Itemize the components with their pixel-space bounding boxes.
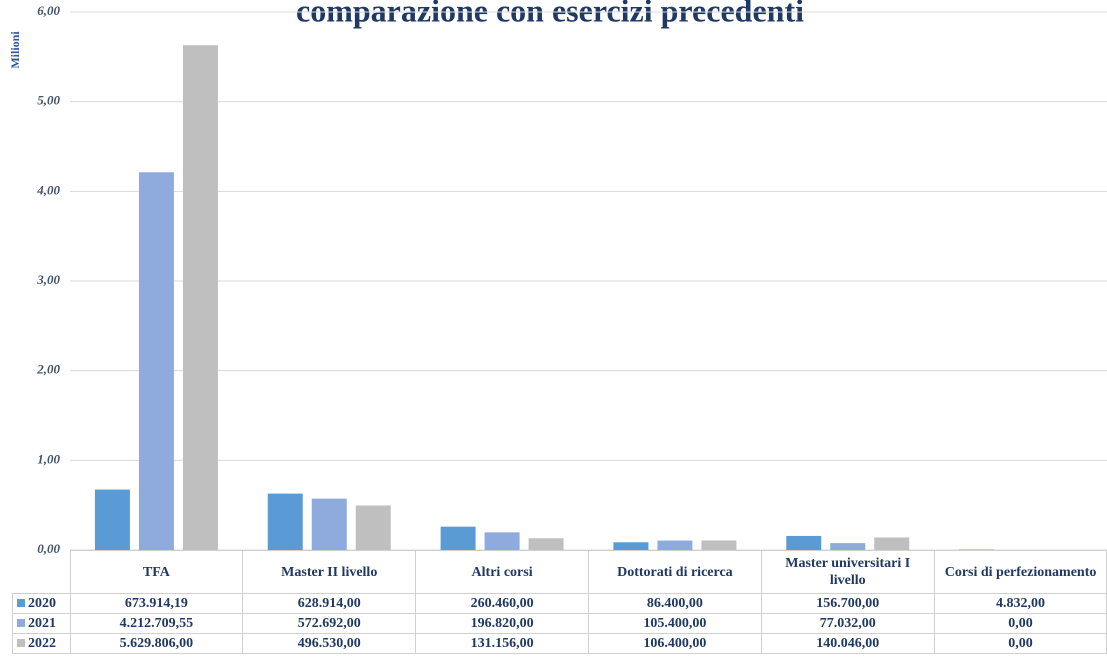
- bar: [830, 543, 866, 550]
- bar: [311, 498, 347, 550]
- bar: [138, 172, 174, 550]
- y-tick-label: 6,00: [37, 3, 60, 18]
- y-tick-label: 3,00: [36, 272, 60, 287]
- bar: [613, 542, 649, 550]
- table-row: 2022 5.629.806,00 496.530,00 131.156,00 106.…: [12, 633, 1107, 654]
- bar: [440, 526, 476, 550]
- bar: [528, 538, 564, 550]
- value-cell: 106.400,00: [587, 633, 762, 654]
- value-cell: 86.400,00: [587, 593, 762, 614]
- category-label: Corsi di perfezionamento: [933, 550, 1107, 594]
- bar: [874, 537, 910, 550]
- value-cell: 628.914,00: [242, 593, 417, 614]
- value-cell: 156.700,00: [760, 593, 935, 614]
- legend-cell: 2020: [12, 593, 71, 614]
- legend-label: 2020: [28, 595, 56, 611]
- value-cell: 260.460,00: [415, 593, 589, 614]
- value-cell: 673.914,19: [69, 593, 244, 614]
- value-cell: 572.692,00: [242, 613, 417, 634]
- category-label: Altri corsi: [415, 550, 589, 594]
- bar: [786, 535, 822, 550]
- bar: [484, 532, 520, 550]
- value-cell: 5.629.806,00: [69, 633, 244, 654]
- category-label: TFA: [69, 550, 244, 594]
- table-corner: [13, 551, 71, 594]
- legend-cell: 2022: [12, 633, 71, 654]
- bar: [701, 540, 737, 550]
- value-cell: 77.032,00: [760, 613, 935, 634]
- legend-label: 2021: [28, 615, 56, 631]
- value-cell: 105.400,00: [587, 613, 762, 634]
- table-header-row: TFA Master II livello Altri corsi Dottorati…: [13, 550, 1107, 594]
- legend-key: [17, 598, 25, 607]
- bar: [94, 489, 130, 550]
- legend-cell: 2021: [12, 613, 71, 634]
- bar: [267, 493, 303, 550]
- chart-title: comparazione con esercizi precedenti: [296, 0, 804, 28]
- value-cell: 140.046,00: [760, 633, 935, 654]
- y-tick-label: 4,00: [36, 182, 60, 197]
- y-tick-label: 0,00: [37, 541, 60, 556]
- legend-key: [17, 638, 25, 647]
- category-label: Master universitari I livello: [760, 550, 935, 594]
- value-cell: 4.832,00: [933, 593, 1107, 614]
- value-cell: 4.212.709,55: [69, 613, 244, 634]
- category-label: Master II livello: [242, 550, 417, 594]
- value-cell: 131.156,00: [415, 633, 589, 654]
- y-tick-label: 1,00: [37, 451, 60, 466]
- value-cell: 496.530,00: [242, 633, 417, 654]
- table-row: 2021 4.212.709,55 572.692,00 196.820,00 105.…: [12, 613, 1107, 634]
- legend-label: 2022: [28, 635, 56, 651]
- table-row: 2020 673.914,19 628.914,00 260.460,00 86.400…: [12, 593, 1107, 614]
- bar: [355, 505, 391, 550]
- data-table: TFA Master II livello Altri corsi Dottorati…: [12, 550, 1107, 654]
- y-tick-label: 2,00: [36, 362, 60, 377]
- category-label: Dottorati di ricerca: [587, 550, 762, 594]
- legend-key: [17, 618, 25, 627]
- value-cell: 0,00: [933, 633, 1107, 654]
- bar: [182, 45, 218, 550]
- value-cell: 0,00: [933, 613, 1107, 634]
- y-axis-label: Milioni: [8, 31, 22, 69]
- bar: [657, 540, 693, 550]
- value-cell: 196.820,00: [415, 613, 589, 634]
- y-tick-label: 5,00: [37, 93, 60, 108]
